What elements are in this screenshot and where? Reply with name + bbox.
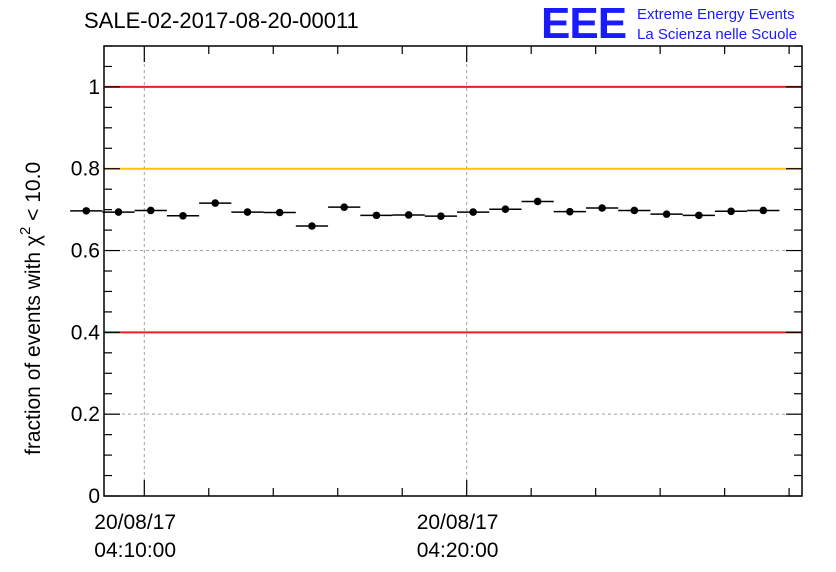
data-point (340, 203, 348, 211)
y-tick-label: 0.8 (71, 158, 100, 181)
data-point (308, 222, 316, 230)
y-axis-label: fraction of events with χ2 < 10.0 (17, 162, 45, 455)
y-tick-label: 0 (88, 485, 100, 508)
eee-logo: EEE Extreme Energy Events La Scienza nel… (541, 2, 831, 46)
data-point (146, 206, 155, 215)
x-tick-time-label: 04:10:00 (94, 539, 176, 562)
x-tick-date-label: 20/08/17 (94, 511, 176, 534)
y-axis-label-main: fraction of events with χ (22, 235, 45, 455)
data-point (598, 204, 606, 212)
data-point (179, 211, 187, 220)
data-point (275, 208, 284, 217)
reference-lines (104, 85, 802, 334)
plot-frame (103, 45, 803, 497)
y-axis-label-superscript: 2 (17, 227, 34, 235)
data-point (759, 206, 768, 215)
axis-labels: 0 0.2 0.4 0.6 0.8 1 20/08/17 04:10:00 20/08/17 04… (71, 76, 499, 562)
chart-title: SALE-02-2017-08-20-00011 (84, 8, 359, 33)
data-point (114, 208, 123, 216)
data-point (662, 210, 671, 218)
x-tick-date-label: 20/08/17 (417, 511, 499, 534)
grid-layer (104, 46, 802, 496)
logo-mark: EEE (541, 0, 627, 48)
data-point (630, 206, 639, 215)
data-point (501, 205, 510, 214)
data-point (566, 207, 574, 216)
data-point (437, 212, 445, 220)
y-axis-label-tail: < 10.0 (22, 162, 45, 227)
data-point (211, 199, 220, 207)
data-series (70, 197, 780, 230)
y-tick-label: 0.4 (71, 321, 101, 344)
data-point (404, 211, 413, 219)
y-tick-label: 0.6 (71, 240, 100, 263)
logo-line-2: La Scienza nelle Scuole (637, 26, 798, 43)
data-point (243, 208, 252, 216)
data-point (727, 207, 735, 216)
data-point (372, 211, 381, 220)
y-tick-label: 1 (88, 76, 100, 99)
data-point (82, 207, 91, 215)
data-point (469, 208, 477, 216)
axis-ticks (104, 45, 802, 497)
data-point (533, 197, 542, 206)
y-tick-label: 0.2 (71, 403, 100, 426)
x-tick-time-label: 04:20:00 (417, 539, 499, 562)
data-point (695, 211, 703, 220)
logo-line-1: Extreme Energy Events (637, 6, 795, 23)
